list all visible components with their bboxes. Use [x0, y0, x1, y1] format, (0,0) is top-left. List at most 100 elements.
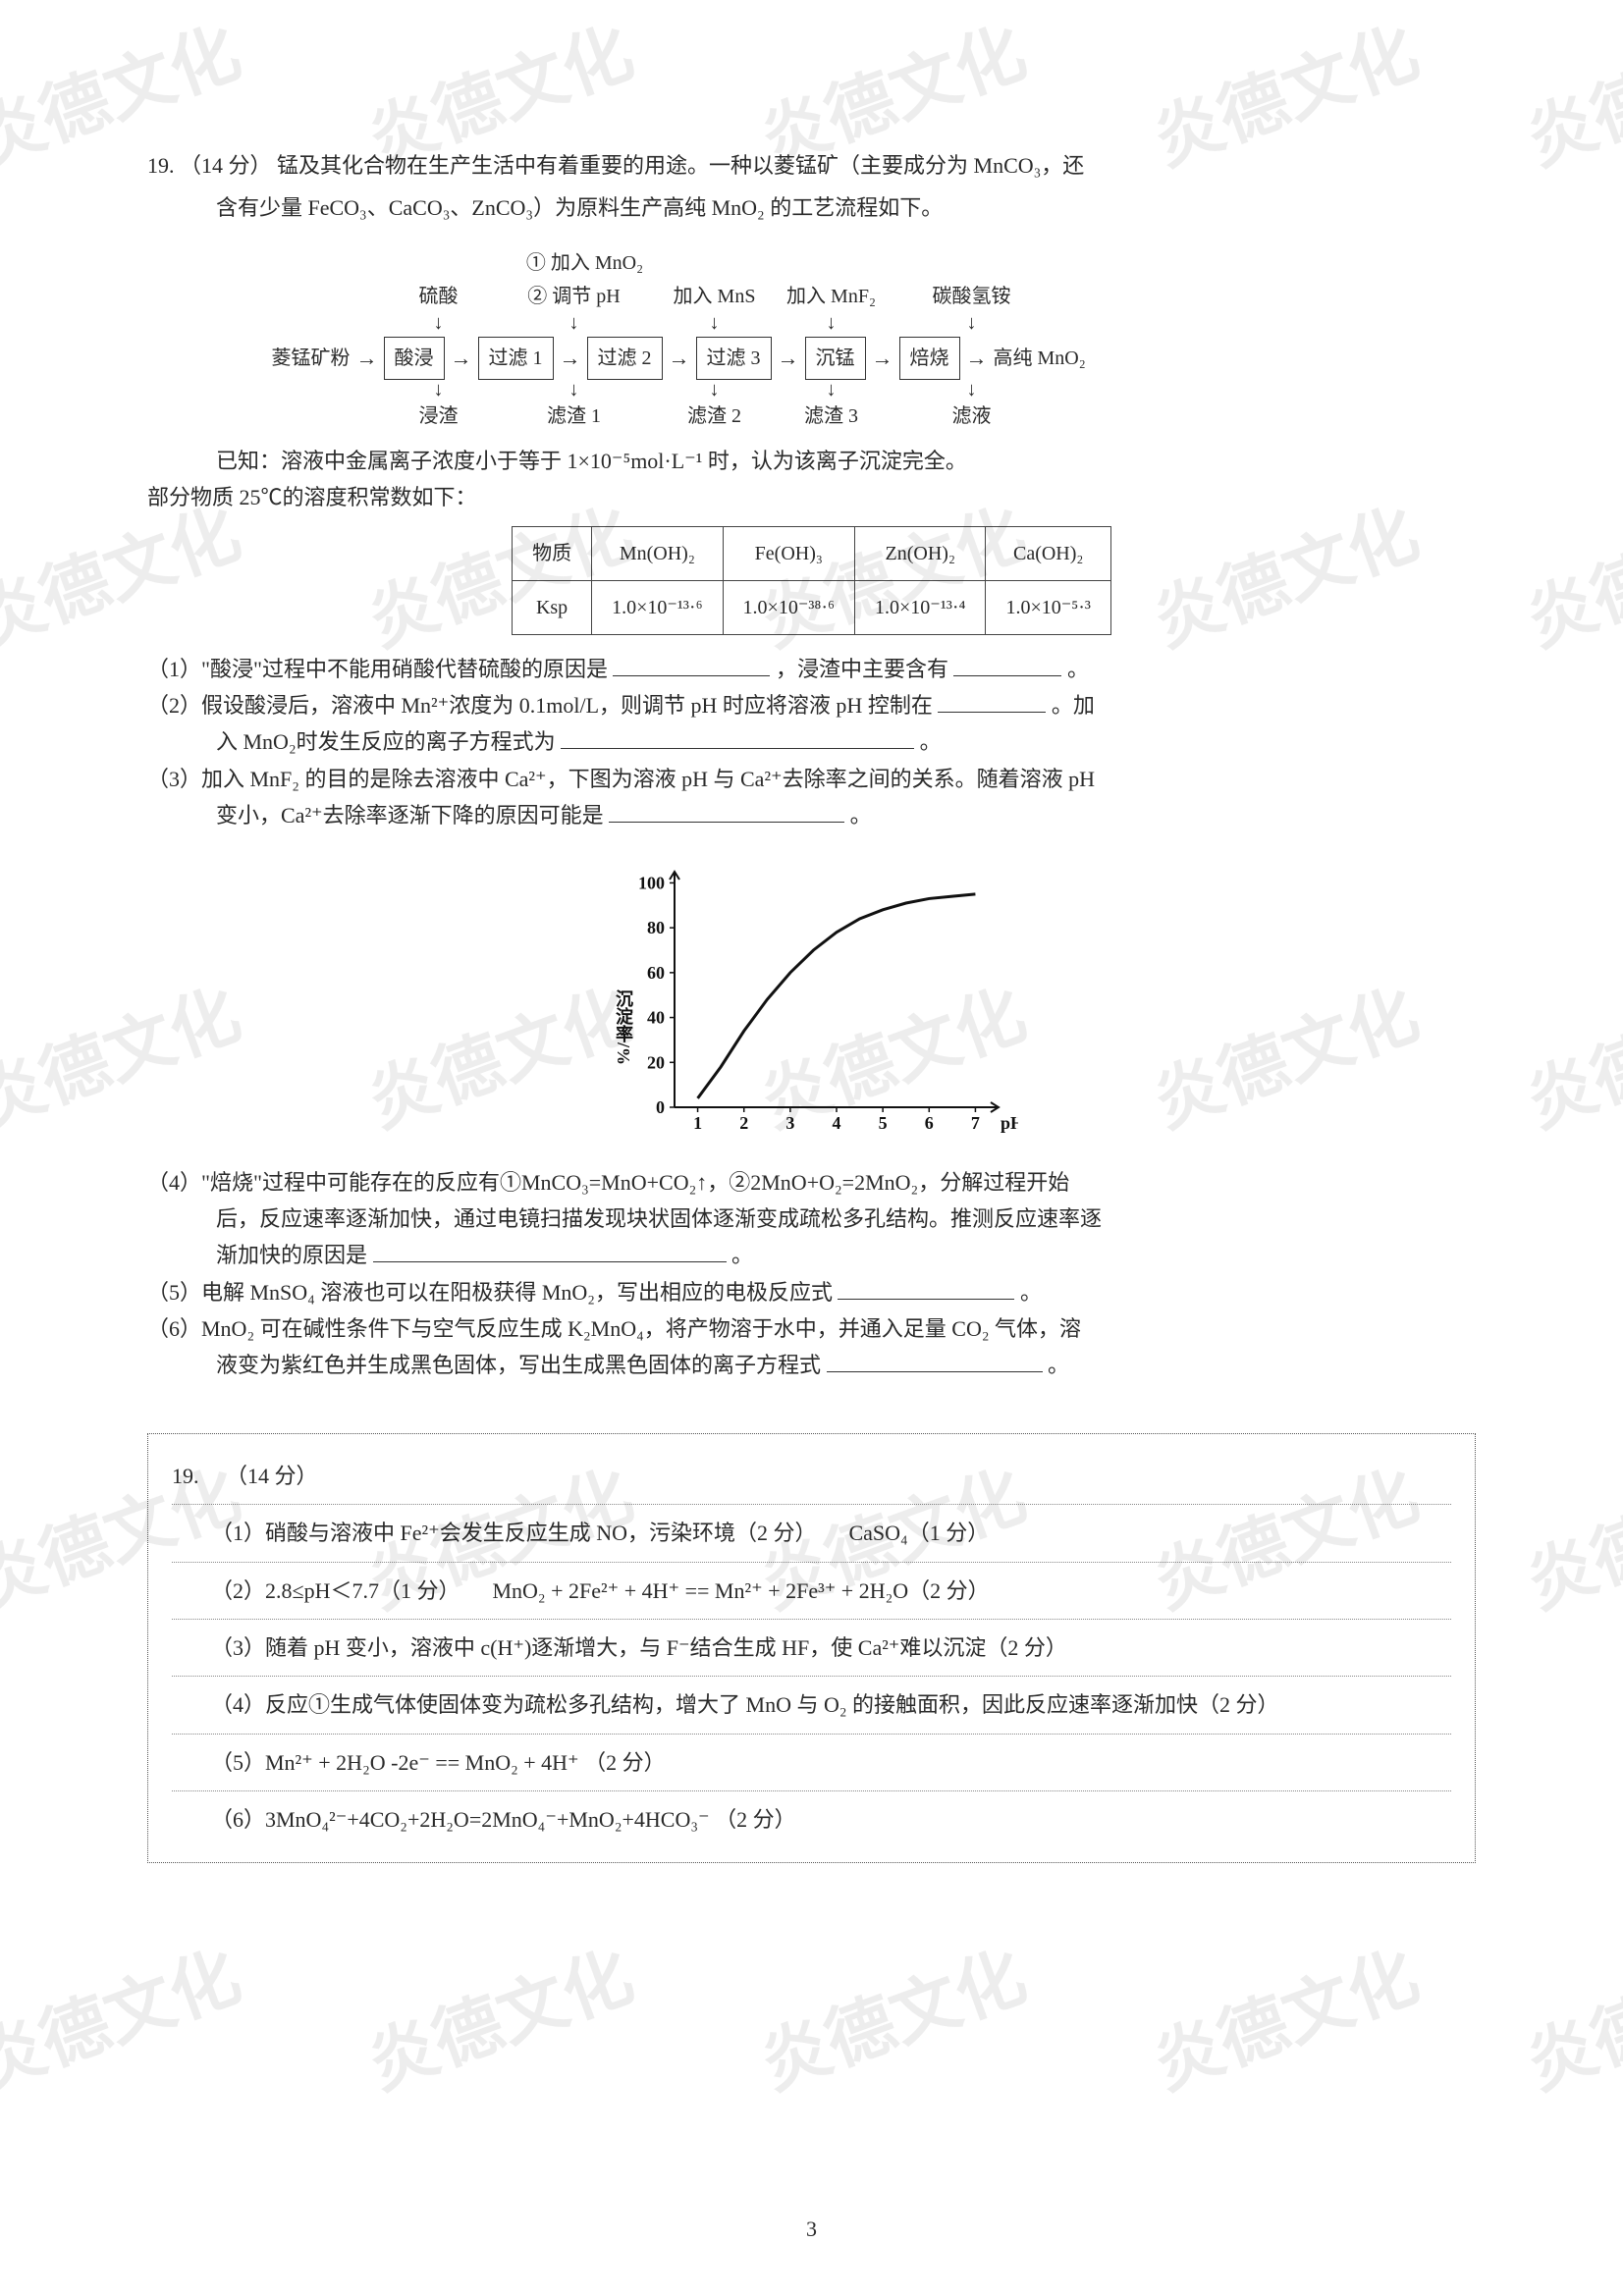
ksp-cell: 1.0×10⁻⁵·³ [986, 580, 1110, 634]
process-flow: ① 加入 MnO₂ 硫酸 ② 调节 pH 加入 MnS 加入 MnF₂ 碳酸氢铵… [272, 246, 1352, 433]
sub-q4-cont1: 后，反应速率逐渐加快，通过电镜扫描发现块状固体逐渐变成疏松多孔结构。推测反应速率… [147, 1201, 1476, 1237]
answer-box: 19. （14 分） （1）硝酸与溶液中 Fe²⁺会发生反应生成 NO，污染环境… [147, 1433, 1476, 1863]
text: （5）电解 MnSO₄ 溶液也可以在阳极获得 MnO₂，写出相应的电极反应式 [147, 1280, 833, 1305]
ksp-cell: Ca(OH)₂ [986, 526, 1110, 580]
svg-text:沉淀率/%: 沉淀率/% [614, 988, 633, 1064]
sub-q6-cont: 液变为紫红色并生成黑色固体，写出生成黑色固体的离子方程式 。 [147, 1347, 1476, 1383]
question-stem-line1: 19. （14 分） 锰及其化合物在生产生活中有着重要的用途。一种以菱锰矿（主要… [147, 147, 1476, 184]
flow-label: 加入 MnF₂ [773, 280, 891, 313]
answer-header: 19. （14 分） [172, 1448, 1451, 1504]
blank [373, 1240, 727, 1262]
flow-node: 过滤 1 [478, 337, 554, 380]
text: （2）假设酸浸后，溶液中 Mn²⁺浓度为 0.1mol/L，则调节 pH 时应将… [147, 693, 933, 718]
text: （1）"酸浸"过程中不能用硝酸代替硫酸的原因是 [147, 657, 608, 681]
known-line1: 已知：溶液中金属离子浓度小于等于 1×10⁻⁵mol·L⁻¹ 时，认为该离子沉淀… [147, 443, 1476, 479]
svg-text:2: 2 [739, 1113, 748, 1133]
watermark: 炎德文化 [744, 1920, 1043, 2124]
text: 。 [1020, 1280, 1042, 1305]
blank [827, 1350, 1043, 1372]
flow-end: 高纯 MnO₂ [994, 342, 1086, 375]
text: 变小，Ca²⁺去除率逐渐下降的原因可能是 [216, 803, 604, 828]
text: 。 [920, 729, 942, 754]
blank [953, 654, 1061, 676]
ksp-header: Ksp [513, 580, 592, 634]
svg-text:20: 20 [647, 1052, 665, 1072]
flow-node: 焙烧 [899, 337, 960, 380]
flow-residue: 滤渣 3 [773, 400, 891, 433]
text: 。 [731, 1243, 753, 1267]
ksp-cell: Fe(OH)₃ [723, 526, 854, 580]
sub-q5: （5）电解 MnSO₄ 溶液也可以在阳极获得 MnO₂，写出相应的电极反应式 。 [147, 1274, 1476, 1310]
flow-node: 过滤 2 [587, 337, 663, 380]
watermark: 炎德文化 [1510, 1439, 1623, 1643]
svg-text:1: 1 [693, 1113, 702, 1133]
flow-label: 碳酸氢铵 [918, 280, 1026, 313]
ksp-cell: Zn(OH)₂ [854, 526, 985, 580]
flow-residue: 滤渣 2 [661, 400, 769, 433]
flow-label: ① 加入 MnO₂ [512, 246, 659, 280]
ksp-cell: 1.0×10⁻¹³·⁴ [854, 580, 985, 634]
sub-q6: （6）MnO₂ 可在碱性条件下与空气反应生成 K₂MnO₄，将产物溶于水中，并通… [147, 1310, 1476, 1347]
arrow-icon: → [451, 340, 472, 376]
arrow-icon: → [560, 340, 581, 376]
question-stem-line2: 含有少量 FeCO₃、CaCO₃、ZnCO₃）为原料生产高纯 MnO₂ 的工艺流… [147, 189, 1476, 226]
ksp-cell: 1.0×10⁻¹³·⁶ [592, 580, 723, 634]
question-number: 19. [147, 153, 175, 178]
flow-label: 硫酸 [405, 280, 473, 313]
blank [561, 726, 914, 749]
sub-q3: （3）加入 MnF₂ 的目的是除去溶液中 Ca²⁺，下图为溶液 pH 与 Ca²… [147, 761, 1476, 797]
blank [613, 654, 770, 676]
flow-residue: 滤液 [918, 400, 1026, 433]
text: 。加 [1052, 693, 1095, 718]
arrow-icon: → [356, 340, 378, 376]
arrow-icon: → [669, 340, 690, 376]
blank [938, 690, 1046, 713]
flow-label: 加入 MnS [661, 280, 769, 313]
svg-text:6: 6 [924, 1113, 933, 1133]
ksp-cell: Mn(OH)₂ [592, 526, 723, 580]
sub-q1: （1）"酸浸"过程中不能用硝酸代替硫酸的原因是 ，浸渣中主要含有 。 [147, 651, 1476, 687]
text: 入 MnO₂时发生反应的离子方程式为 [216, 729, 556, 754]
answer-line: （1）硝酸与溶液中 Fe²⁺会发生反应生成 NO，污染环境（2 分） CaSO₄… [172, 1504, 1451, 1561]
svg-text:80: 80 [647, 918, 665, 937]
watermark: 炎德文化 [1510, 1920, 1623, 2124]
svg-text:60: 60 [647, 962, 665, 982]
ksp-cell: 1.0×10⁻³⁸·⁶ [723, 580, 854, 634]
flow-node: 过滤 3 [696, 337, 772, 380]
blank [838, 1277, 1014, 1300]
svg-text:0: 0 [656, 1097, 665, 1117]
arrow-icon: → [872, 340, 893, 376]
svg-text:5: 5 [878, 1113, 887, 1133]
watermark: 炎德文化 [352, 1920, 650, 2124]
text: 液变为紫红色并生成黑色固体，写出生成黑色固体的离子方程式 [216, 1353, 821, 1377]
sub-q3-cont: 变小，Ca²⁺去除率逐渐下降的原因可能是 。 [147, 797, 1476, 833]
text: 19. [172, 1464, 199, 1488]
text: 。 [1048, 1353, 1069, 1377]
watermark: 炎德文化 [0, 1920, 257, 2124]
stem-text: 锰及其化合物在生产生活中有着重要的用途。一种以菱锰矿（主要成分为 MnCO₃，还 [277, 153, 1084, 178]
text: 渐加快的原因是 [216, 1243, 367, 1267]
flow-label: ② 调节 pH [515, 280, 633, 313]
answer-line: （2）2.8≤pH＜7.7（1 分） MnO₂ + 2Fe²⁺ + 4H⁺ ==… [172, 1562, 1451, 1619]
svg-text:pH: pH [1001, 1113, 1018, 1133]
watermark: 炎德文化 [1137, 1920, 1435, 2124]
sub-q4-cont2: 渐加快的原因是 。 [147, 1237, 1476, 1273]
arrow-icon: → [778, 340, 799, 376]
watermark: 炎德文化 [1510, 0, 1623, 199]
answer-line: （5）Mn²⁺ + 2H₂O -2e⁻ == MnO₂ + 4H⁺ （2 分） [172, 1734, 1451, 1790]
flow-node: 沉锰 [805, 337, 866, 380]
watermark: 炎德文化 [1510, 958, 1623, 1162]
text: ，浸渣中主要含有 [776, 657, 948, 681]
sub-q2: （2）假设酸浸后，溶液中 Mn²⁺浓度为 0.1mol/L，则调节 pH 时应将… [147, 687, 1476, 723]
question-points: （14 分） [180, 153, 272, 178]
text: 。 [850, 803, 872, 828]
svg-text:4: 4 [832, 1113, 840, 1133]
page: 炎德文化 炎德文化 炎德文化 炎德文化 炎德文化 炎德文化 炎德文化 炎德文化 … [0, 0, 1623, 2296]
svg-text:7: 7 [970, 1113, 979, 1133]
flow-residue: 滤渣 1 [515, 400, 633, 433]
answer-line: （6）3MnO₄²⁻+4CO₂+2H₂O=2MnO₄⁻+MnO₂+4HCO₃⁻ … [172, 1790, 1451, 1847]
ksp-header: 物质 [513, 526, 592, 580]
flow-node: 酸浸 [384, 337, 445, 380]
answer-line: （4）反应①生成气体使固体变为疏松多孔结构，增大了 MnO 与 O₂ 的接触面积… [172, 1676, 1451, 1733]
answer-line: （3）随着 pH 变小，溶液中 c(H⁺)逐渐增大，与 F⁻结合生成 HF，使 … [172, 1619, 1451, 1676]
